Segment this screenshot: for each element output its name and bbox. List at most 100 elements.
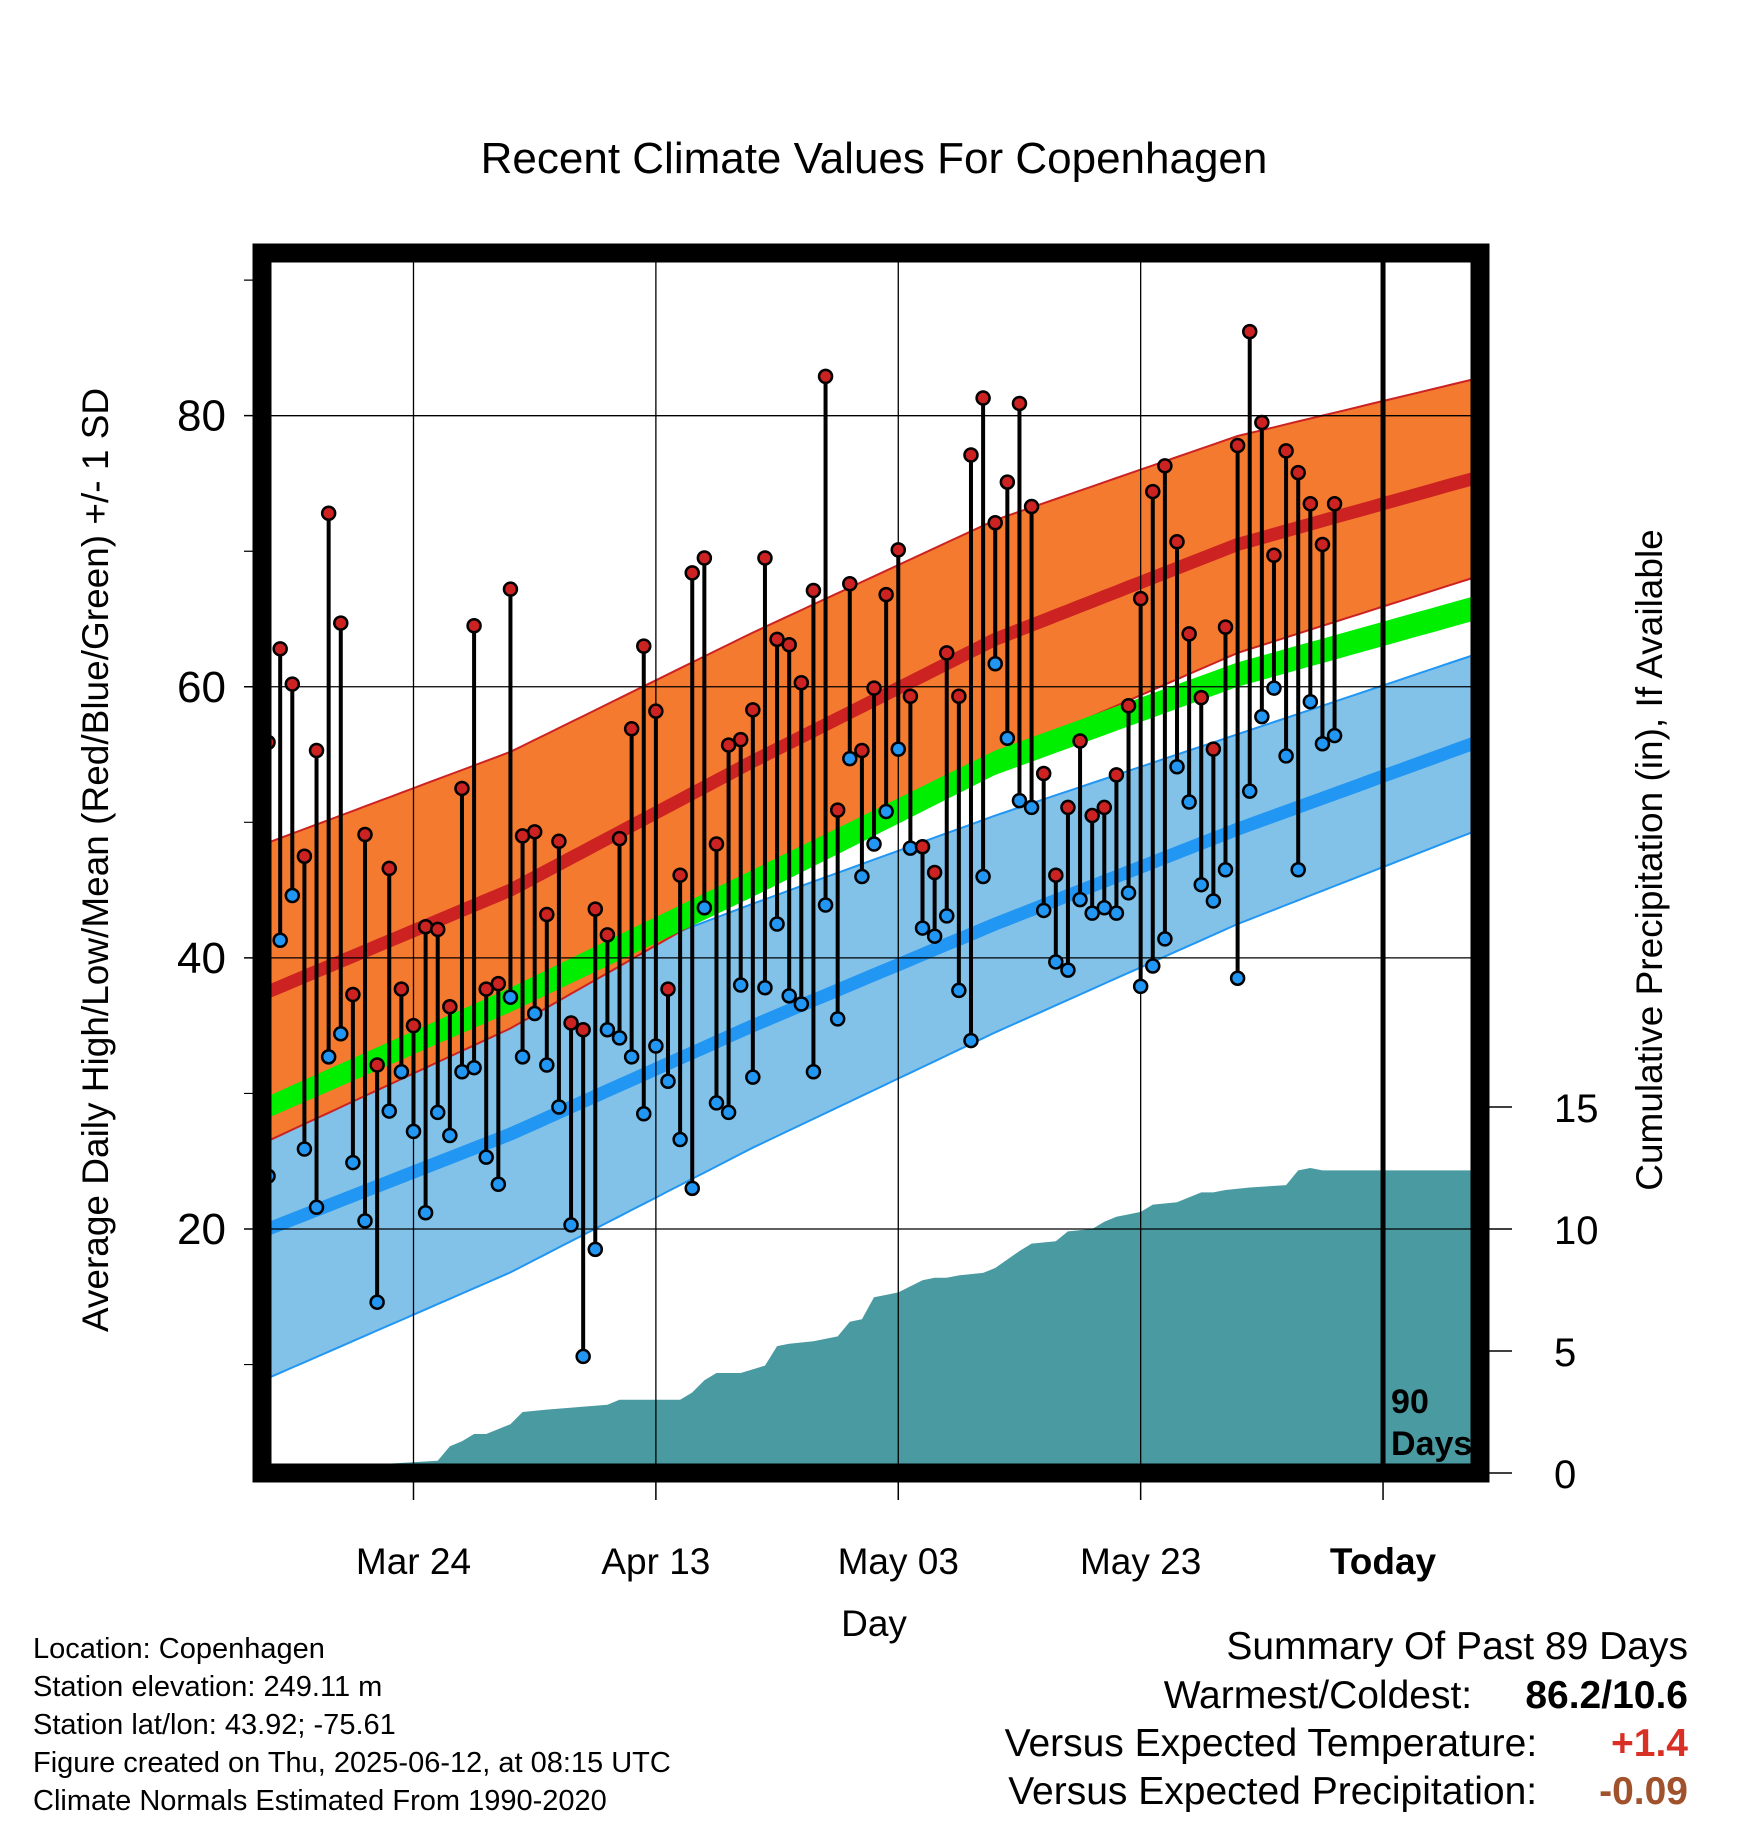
observed-high-point bbox=[1217, 619, 1234, 635]
observed-low-point bbox=[1205, 893, 1222, 909]
observed-high-point bbox=[805, 582, 822, 599]
observed-high-point bbox=[429, 921, 446, 938]
y-tick-label: 80 bbox=[177, 392, 226, 441]
observed-high-point bbox=[1096, 799, 1113, 816]
observed-low-point bbox=[429, 1104, 446, 1121]
observed-high-point bbox=[1241, 323, 1258, 340]
observed-low-point bbox=[987, 655, 1003, 672]
observed-high-point bbox=[817, 368, 834, 385]
y2-tick-label: 5 bbox=[1554, 1331, 1576, 1375]
observed-low-point bbox=[623, 1049, 640, 1065]
observed-low-point bbox=[914, 920, 931, 936]
observed-high-point bbox=[308, 742, 325, 759]
observed-high-point bbox=[720, 737, 737, 753]
observed-low-point bbox=[417, 1204, 434, 1221]
observed-low-point bbox=[878, 803, 894, 820]
observed-high-point bbox=[333, 615, 349, 631]
observed-high-point bbox=[393, 981, 410, 997]
precip-departure-row: Versus Expected Precipitation: -0.09 bbox=[1005, 1768, 1688, 1816]
precip-area bbox=[268, 1168, 1480, 1473]
observed-low-point bbox=[563, 1217, 579, 1233]
temp-departure-value: +1.4 bbox=[1611, 1722, 1688, 1765]
observed-low-point bbox=[1169, 759, 1185, 775]
observed-low-point bbox=[1108, 905, 1125, 921]
observed-high-point bbox=[648, 703, 664, 719]
observed-high-point bbox=[842, 576, 858, 592]
observed-low-point bbox=[587, 1241, 604, 1258]
observed-high-point bbox=[1254, 414, 1270, 431]
observed-low-point bbox=[1060, 962, 1076, 978]
observed-low-point bbox=[442, 1127, 458, 1144]
temp-departure-row: Versus Expected Temperature: +1.4 bbox=[1005, 1720, 1688, 1768]
observed-low-point bbox=[1278, 748, 1294, 764]
observed-high-point bbox=[829, 802, 846, 818]
observed-high-point bbox=[587, 901, 604, 917]
observed-low-point bbox=[1181, 794, 1197, 810]
observed-high-point bbox=[381, 860, 398, 877]
temp-departure-label: Versus Expected Temperature: bbox=[1004, 1722, 1538, 1765]
observed-high-point bbox=[539, 906, 555, 923]
observed-low-point bbox=[1157, 931, 1173, 947]
observed-low-point bbox=[284, 887, 301, 904]
observed-high-point bbox=[478, 981, 494, 997]
observed-low-point bbox=[611, 1030, 628, 1046]
observed-high-point bbox=[781, 637, 797, 653]
observed-low-point bbox=[1266, 680, 1282, 696]
x-tick-label: May 03 bbox=[838, 1541, 959, 1582]
observed-high-point bbox=[357, 826, 373, 843]
observed-high-point bbox=[623, 721, 640, 737]
observed-low-point bbox=[1217, 862, 1234, 878]
observed-low-point bbox=[1048, 954, 1064, 970]
days-unit-label: Days bbox=[1391, 1425, 1472, 1463]
observed-high-point bbox=[987, 515, 1003, 531]
observed-high-point bbox=[296, 848, 313, 864]
observed-low-point bbox=[478, 1149, 494, 1165]
mean-band bbox=[268, 594, 1480, 1118]
observed-high-point bbox=[963, 447, 979, 463]
y-tick-label: 20 bbox=[177, 1205, 226, 1254]
observed-high-point bbox=[417, 918, 434, 935]
observed-high-point bbox=[854, 742, 870, 759]
observed-low-point bbox=[999, 730, 1016, 747]
observed-high-point bbox=[926, 864, 943, 881]
observed-high-point bbox=[1145, 483, 1161, 500]
observed-low-point bbox=[308, 1199, 325, 1216]
observed-high-point bbox=[1011, 395, 1028, 412]
observed-low-point bbox=[1011, 792, 1028, 809]
observed-low-point bbox=[793, 996, 810, 1012]
observed-low-point bbox=[357, 1213, 373, 1229]
observed-high-point bbox=[502, 581, 519, 597]
observed-high-point bbox=[345, 986, 361, 1003]
observed-low-point bbox=[854, 868, 870, 885]
observed-low-point bbox=[781, 988, 797, 1004]
observed-low-point bbox=[405, 1123, 422, 1140]
observed-low-point bbox=[660, 1073, 676, 1089]
observed-low-point bbox=[345, 1154, 361, 1171]
observed-high-point bbox=[708, 836, 725, 852]
y-axis-label: Average Daily High/Low/Mean (Red/Blue/Gr… bbox=[75, 388, 116, 1332]
observed-low-point bbox=[320, 1049, 337, 1065]
observed-low-point bbox=[272, 932, 288, 949]
observed-high-point bbox=[745, 702, 761, 718]
observed-high-point bbox=[1120, 698, 1137, 714]
low-mean-line bbox=[265, 734, 1480, 1236]
y2-tick-label: 0 bbox=[1554, 1453, 1576, 1497]
observed-low-point bbox=[1132, 978, 1149, 995]
warmest-coldest-value: 86.2/10.6 bbox=[1525, 1674, 1688, 1717]
observed-low-point bbox=[1096, 899, 1113, 916]
observed-high-point bbox=[599, 927, 616, 943]
observed-high-point bbox=[284, 676, 301, 692]
precip-departure-value: -0.09 bbox=[1599, 1770, 1688, 1813]
observed-high-point bbox=[454, 780, 470, 797]
observed-high-point bbox=[1326, 496, 1343, 512]
observed-low-point bbox=[720, 1104, 737, 1121]
observed-low-point bbox=[1254, 708, 1270, 725]
chart-title: Recent Climate Values For Copenhagen bbox=[481, 134, 1268, 183]
observed-low-point bbox=[636, 1106, 652, 1122]
elevation-text: Station elevation: 249.11 m bbox=[33, 1671, 383, 1703]
x-tick-label: Apr 13 bbox=[601, 1541, 710, 1582]
observed-high-point bbox=[1266, 547, 1282, 564]
observed-low-point bbox=[1326, 727, 1343, 744]
plot-area: 90 Days bbox=[262, 253, 1480, 1473]
observed-low-point bbox=[393, 1064, 410, 1080]
